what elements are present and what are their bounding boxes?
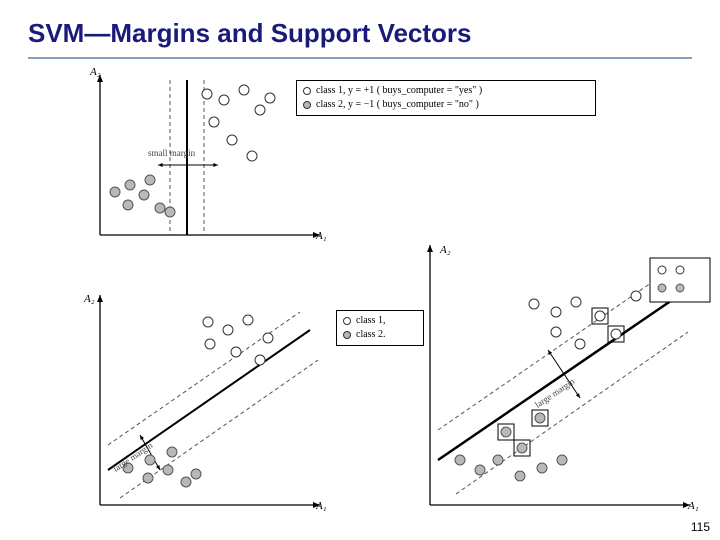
legend-text: class 2, y = −1 ( buys_computer = "no" ) (316, 98, 479, 112)
axis-label: A₁ (316, 500, 327, 512)
page-number: 115 (691, 520, 710, 534)
axis-label: A₁ (688, 500, 699, 512)
axis-label: small margin (148, 148, 195, 158)
legend-text: class 1, (356, 314, 385, 328)
axis-label: A₂ (90, 66, 101, 78)
axis-label: A₁ (316, 230, 327, 242)
axis-label: A₂ (84, 293, 95, 305)
legend-text: class 1, y = +1 ( buys_computer = "yes" … (316, 84, 482, 98)
legend-row: class 1, y = +1 ( buys_computer = "yes" … (303, 84, 589, 98)
legend-mid: class 1,class 2. (336, 310, 424, 346)
legend-marker-icon (343, 331, 351, 339)
legend-marker-icon (303, 101, 311, 109)
legend-top: class 1, y = +1 ( buys_computer = "yes" … (296, 80, 596, 116)
legend-marker-icon (343, 317, 351, 325)
legend-text: class 2. (356, 328, 385, 342)
legend-row: class 2. (343, 328, 417, 342)
legend-marker-icon (303, 87, 311, 95)
legend-row: class 1, (343, 314, 417, 328)
legend-row: class 2, y = −1 ( buys_computer = "no" ) (303, 98, 589, 112)
axis-label: A₂ (440, 244, 451, 256)
